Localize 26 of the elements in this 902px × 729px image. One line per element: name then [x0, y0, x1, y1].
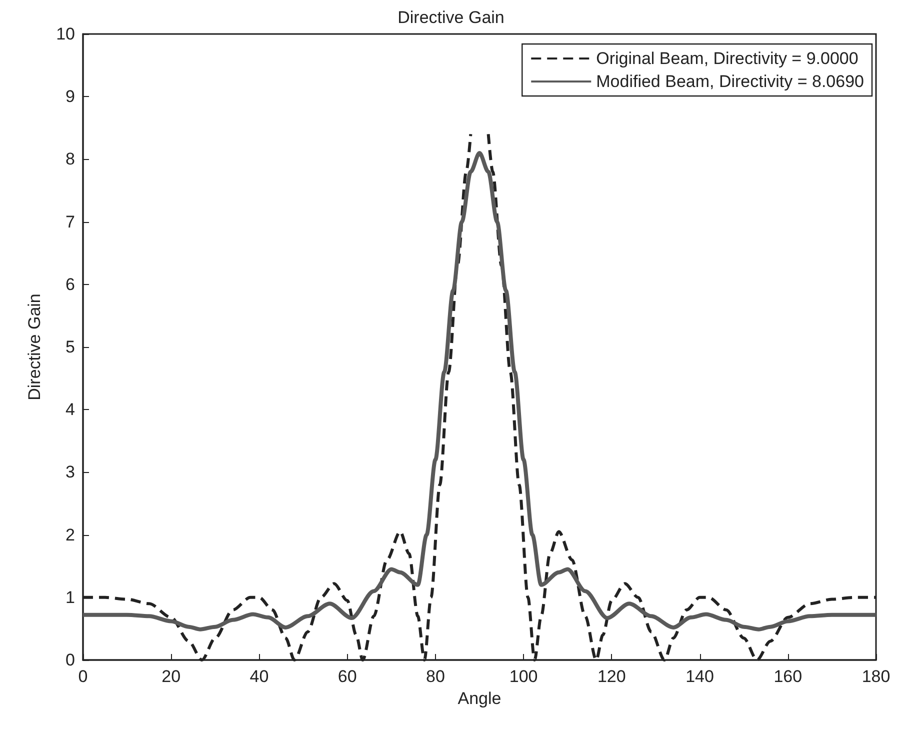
x-axis-title: Angle — [458, 688, 502, 708]
y-tick-label: 8 — [66, 150, 75, 169]
x-tick-label: 80 — [426, 667, 445, 686]
x-tick-label: 40 — [250, 667, 269, 686]
x-tick-label: 160 — [774, 667, 802, 686]
legend-label: Modified Beam, Directivity = 8.0690 — [596, 72, 864, 91]
x-tick-label: 20 — [162, 667, 181, 686]
y-tick-label: 9 — [66, 87, 75, 106]
chart-title: Directive Gain — [398, 8, 504, 27]
legend-label: Original Beam, Directivity = 9.0000 — [596, 49, 858, 68]
y-tick-label: 4 — [66, 400, 75, 420]
y-tick-label: 6 — [66, 274, 75, 294]
y-tick-label: 1 — [66, 588, 75, 607]
y-tick-label: 10 — [56, 24, 75, 44]
y-tick-label: 2 — [66, 525, 75, 544]
y-axis-title: Directive Gain — [25, 294, 44, 400]
x-tick-label: 100 — [509, 667, 538, 686]
y-tick-label: 3 — [66, 462, 75, 482]
y-tick-label: 0 — [66, 650, 75, 670]
y-tick-label: 7 — [66, 212, 75, 232]
x-tick-label: 120 — [597, 667, 626, 686]
x-tick-label: 140 — [686, 667, 714, 686]
x-tick-label: 180 — [862, 667, 890, 686]
y-tick-label: 5 — [66, 338, 75, 356]
x-tick-label: 0 — [78, 667, 88, 686]
x-tick-label: 60 — [338, 667, 357, 686]
